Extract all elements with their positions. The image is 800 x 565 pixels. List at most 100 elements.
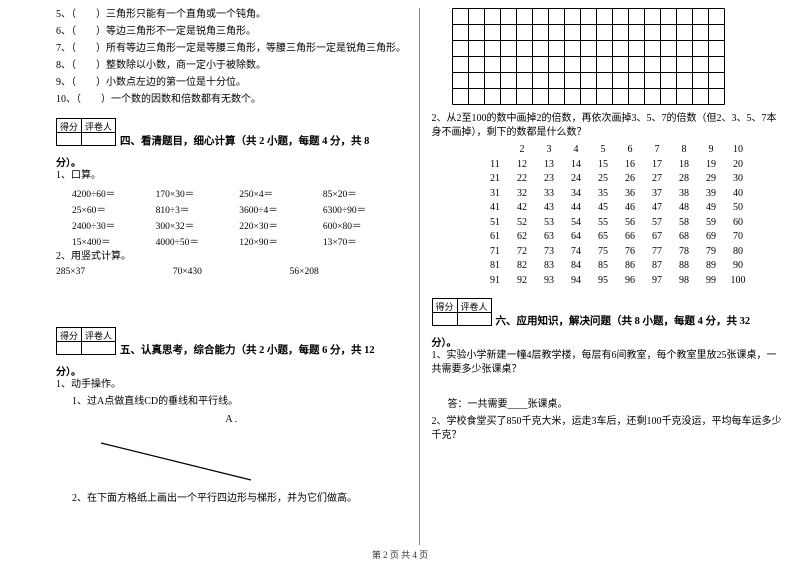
number-cell: 5 [590,144,617,155]
left-column: 5、（ ）三角形只能有一个直角或一个钝角。6、（ ）等边三角形不一定是锐角三角形… [50,8,420,545]
number-cell: 52 [509,217,536,228]
calc-cell: 4000÷50＝ [156,234,240,248]
number-cell: 67 [644,231,671,242]
calc-row: 25×60＝810÷3＝3600÷4＝6300÷90＝ [72,202,407,216]
number-cell: 35 [590,188,617,199]
page-footer: 第 2 页 共 4 页 [0,548,800,561]
number-cell: 83 [536,260,563,271]
number-cell: 79 [698,246,725,257]
number-cell: 56 [617,217,644,228]
number-cell: 49 [698,202,725,213]
number-cell: 27 [644,173,671,184]
number-cell: 15 [590,159,617,170]
calc-cell: 6300÷90＝ [323,202,407,216]
number-cell: 78 [671,246,698,257]
number-table: 2345678910 11121314151617181920 2122232425… [482,144,783,286]
number-cell: 14 [563,159,590,170]
grader-label: 评卷人 [458,299,491,313]
grader-label: 评卷人 [82,328,115,342]
score-label: 得分 [433,299,457,313]
question-3a: 1、过A点做直线CD的垂线和平行线。 [72,395,407,409]
number-cell: 76 [617,246,644,257]
tf-item: 9、（ ）小数点左边的第一位是十分位。 [56,76,407,90]
number-cell: 18 [671,159,698,170]
number-row: 51525354555657585960 [482,217,783,228]
number-row: 11121314151617181920 [482,159,783,170]
calc-cell: 15×400＝ [72,234,156,248]
number-cell: 72 [509,246,536,257]
number-row: 2345678910 [482,144,783,155]
number-cell: 20 [725,159,752,170]
number-cell: 63 [536,231,563,242]
number-cell: 40 [725,188,752,199]
number-cell: 23 [536,173,563,184]
calc-cell: 220×30＝ [239,218,323,232]
calc-cell: 56×208 [290,267,407,277]
number-cell: 95 [590,275,617,286]
number-cell: 90 [725,260,752,271]
number-cell: 8 [671,144,698,155]
number-cell: 43 [536,202,563,213]
number-cell: 4 [563,144,590,155]
question-r2: 2、从2至100的数中画掉2的倍数，再依次画掉3、5、7的倍数（但2、3、5、7… [432,112,783,140]
question-r2b: 2、学校食堂买了850千克大米，运走3车后，还剩100千克没运，平均每车运多少千… [432,415,783,443]
tf-item: 5、（ ）三角形只能有一个直角或一个钝角。 [56,8,407,22]
calc-row: 15×400＝4000÷50＝120×90＝13×70＝ [72,234,407,248]
number-row: 21222324252627282930 [482,173,783,184]
number-cell: 48 [671,202,698,213]
number-cell: 97 [644,275,671,286]
calc-cell: 285×37 [56,267,173,277]
number-cell: 68 [671,231,698,242]
number-cell: 53 [536,217,563,228]
number-cell: 86 [617,260,644,271]
number-cell: 100 [725,275,752,286]
number-cell: 88 [671,260,698,271]
number-cell: 41 [482,202,509,213]
number-row: 71727374757677787980 [482,246,783,257]
number-cell: 44 [563,202,590,213]
section-4-title: 四、看清题目，细心计算（共 2 小题，每题 4 分，共 8 [120,133,369,148]
grader-label: 评卷人 [82,119,115,133]
number-cell: 70 [725,231,752,242]
number-cell: 24 [563,173,590,184]
calc-cell: 2400÷30＝ [72,218,156,232]
question-1: 1、口算。 [56,169,407,183]
number-cell: 7 [644,144,671,155]
number-cell: 58 [671,217,698,228]
tf-item: 10、（ ）一个数的因数和倍数都有无数个。 [56,93,407,107]
number-cell: 9 [698,144,725,155]
number-cell: 62 [509,231,536,242]
number-cell: 94 [563,275,590,286]
number-cell: 22 [509,173,536,184]
number-cell: 3 [536,144,563,155]
number-cell: 30 [725,173,752,184]
number-cell: 85 [590,260,617,271]
calc-row: 2400÷30＝300×32＝220×30＝600×80＝ [72,218,407,232]
number-cell: 11 [482,159,509,170]
calc-cell: 810÷3＝ [156,202,240,216]
line-cd-figure [96,435,256,485]
number-cell: 61 [482,231,509,242]
section-5-close: 分）。 [56,363,407,378]
number-cell: 29 [698,173,725,184]
number-cell: 39 [698,188,725,199]
calc-cell: 250×4＝ [239,186,323,200]
number-cell: 71 [482,246,509,257]
number-cell: 99 [698,275,725,286]
number-cell: 54 [563,217,590,228]
score-box-5: 得分 评卷人 [56,327,116,355]
question-3: 1、动手操作。 [56,378,407,392]
calc-cell: 70×430 [173,267,290,277]
number-cell: 21 [482,173,509,184]
answer-1: 答：一共需要____张课桌。 [448,398,783,412]
tf-item: 8、（ ）整数除以小数，商一定小于被除数。 [56,59,407,73]
number-cell: 57 [644,217,671,228]
section-5-title: 五、认真思考，综合能力（共 2 小题，每题 6 分，共 12 [120,342,375,357]
number-row: 61626364656667686970 [482,231,783,242]
number-cell: 19 [698,159,725,170]
number-cell: 50 [725,202,752,213]
question-2: 2、用竖式计算。 [56,250,407,264]
number-cell: 55 [590,217,617,228]
number-cell: 92 [509,275,536,286]
number-cell: 12 [509,159,536,170]
